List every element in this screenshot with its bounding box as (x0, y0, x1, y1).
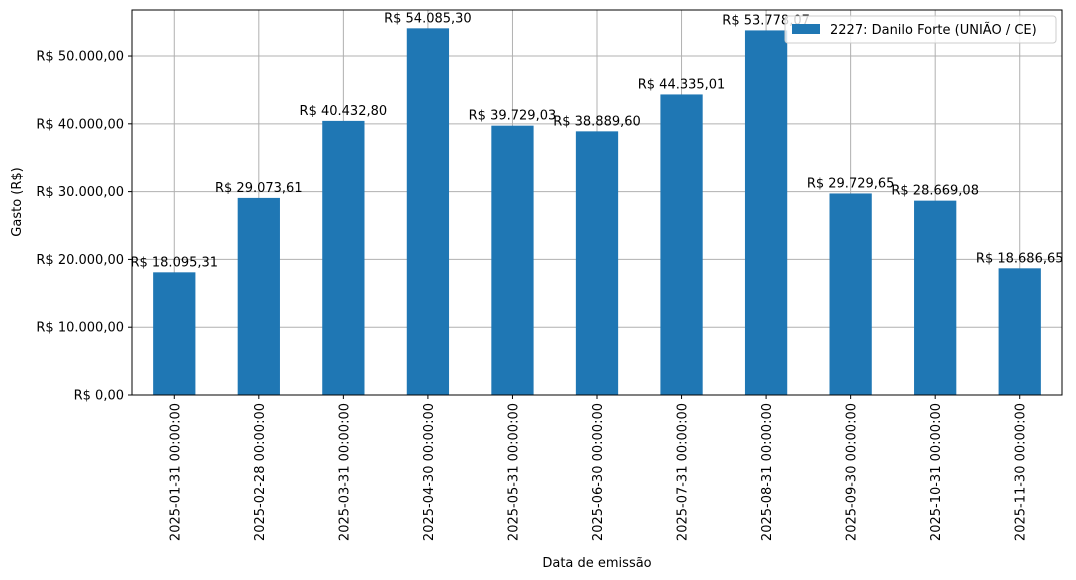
bar (491, 125, 534, 395)
bar-value-label: R$ 54.085,30 (384, 11, 472, 26)
bar-value-label: R$ 29.729,65 (807, 176, 895, 191)
bar (406, 28, 450, 395)
y-axis-ticks: R$ 0,00 R$ 10.000,00 R$ 20.000,00 R$ 30.000… (36, 50, 132, 404)
x-tick-label: 2025-04-30 00:00:00 (422, 403, 437, 541)
bar-value-label: R$ 38.889,60 (553, 114, 641, 129)
x-tick-label: 2025-02-28 00:00:00 (253, 403, 268, 541)
y-tick-label: R$ 10.000,00 (36, 321, 124, 336)
x-tick-label: 2025-06-30 00:00:00 (591, 403, 606, 541)
bar-value-label: R$ 18.686,65 (976, 251, 1064, 266)
x-tick-label: 2025-03-31 00:00:00 (337, 403, 352, 541)
y-tick-label: R$ 0,00 (74, 389, 124, 404)
bar (998, 268, 1041, 395)
bar-value-label: R$ 40.432,80 (300, 104, 388, 119)
legend-label: 2227: Danilo Forte (UNIÃO / CE) (830, 22, 1037, 38)
x-tick-label: 2025-10-31 00:00:00 (929, 403, 944, 541)
y-tick-label: R$ 50.000,00 (36, 50, 124, 65)
y-axis-label: Gasto (R$) (10, 167, 25, 236)
bar-value-label: R$ 44.335,01 (638, 77, 726, 92)
x-tick-label: 2025-07-31 00:00:00 (676, 403, 691, 541)
x-tick-label: 2025-08-31 00:00:00 (760, 403, 775, 541)
bar-value-label: R$ 28.669,08 (891, 184, 979, 199)
y-tick-label: R$ 20.000,00 (36, 253, 124, 268)
bar-value-label: R$ 29.073,61 (215, 181, 303, 196)
bar-value-label: R$ 18.095,31 (130, 255, 218, 270)
legend-swatch (792, 24, 820, 34)
bar (153, 272, 196, 395)
y-tick-label: R$ 30.000,00 (36, 185, 124, 200)
bar-value-label: R$ 39.729,03 (469, 109, 557, 124)
bar (829, 193, 872, 395)
bar (237, 197, 280, 395)
y-tick-label: R$ 40.000,00 (36, 117, 124, 132)
legend-box (784, 15, 1057, 44)
bar (744, 30, 788, 395)
x-tick-label: 2025-11-30 00:00:00 (1014, 403, 1029, 541)
legend: 2227: Danilo Forte (UNIÃO / CE) (784, 15, 1057, 44)
x-axis-label: Data de emissão (542, 556, 651, 571)
bars (153, 28, 1041, 395)
x-tick-label: 2025-09-30 00:00:00 (845, 403, 860, 541)
bar (660, 94, 703, 395)
bar-value-labels: R$ 18.095,31 R$ 29.073,61 R$ 40.432,80 R$ 5… (130, 11, 1063, 270)
x-tick-label: 2025-01-31 00:00:00 (168, 403, 183, 541)
bar (575, 131, 619, 395)
x-axis-ticks: 2025-01-31 00:00:00 2025-02-28 00:00:00 20… (168, 395, 1029, 541)
bar (914, 200, 957, 395)
bar (322, 120, 365, 395)
x-tick-label: 2025-05-31 00:00:00 (506, 403, 521, 541)
